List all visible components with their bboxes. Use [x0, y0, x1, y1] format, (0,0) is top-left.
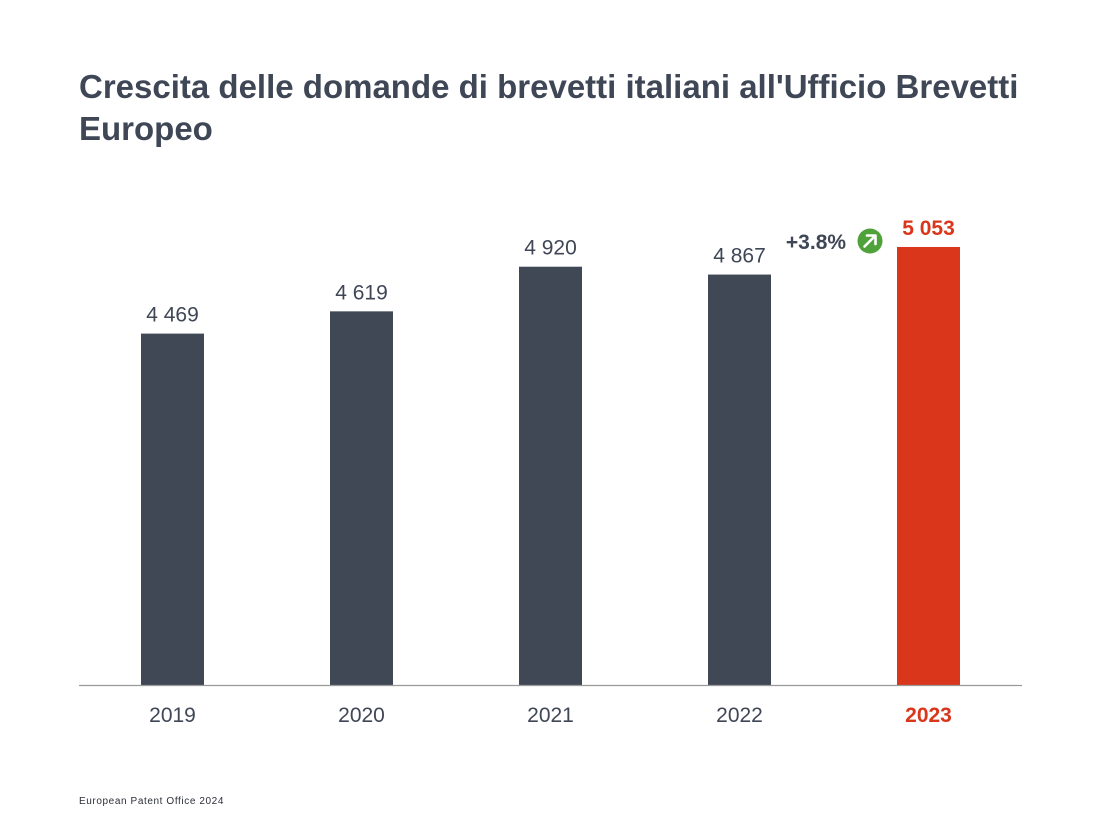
x-tick-label-2019: 2019	[149, 704, 196, 727]
growth-percentage-label: +3.8%	[786, 231, 846, 254]
value-label-2020: 4 619	[335, 281, 388, 304]
value-label-2019: 4 469	[146, 304, 199, 327]
growth-annotation: +3.8%	[786, 228, 883, 254]
x-tick-label-2022: 2022	[716, 704, 763, 727]
bar-2022	[708, 274, 771, 685]
labels-layer: 4 469 2019 4 619 2020 4 920 2021 4 867 2022 5 05…	[146, 217, 955, 727]
bar-2021	[519, 266, 582, 685]
x-tick-label-2021: 2021	[527, 704, 574, 727]
chart-title: Crescita delle domande di brevetti itali…	[79, 68, 1019, 147]
bar-2019	[141, 333, 204, 685]
x-tick-label-2023: 2023	[905, 704, 952, 727]
bar-2023	[897, 246, 960, 685]
bar-2020	[330, 311, 393, 685]
value-label-2023: 5 053	[902, 217, 955, 240]
growth-arrow-shape	[863, 234, 877, 248]
arrow-up-right-icon	[857, 228, 883, 254]
source-footer: European Patent Office 2024	[79, 796, 224, 807]
value-label-2021: 4 920	[524, 237, 577, 260]
x-tick-label-2020: 2020	[338, 704, 385, 727]
bars-layer	[141, 246, 960, 685]
value-label-2022: 4 867	[713, 245, 766, 268]
